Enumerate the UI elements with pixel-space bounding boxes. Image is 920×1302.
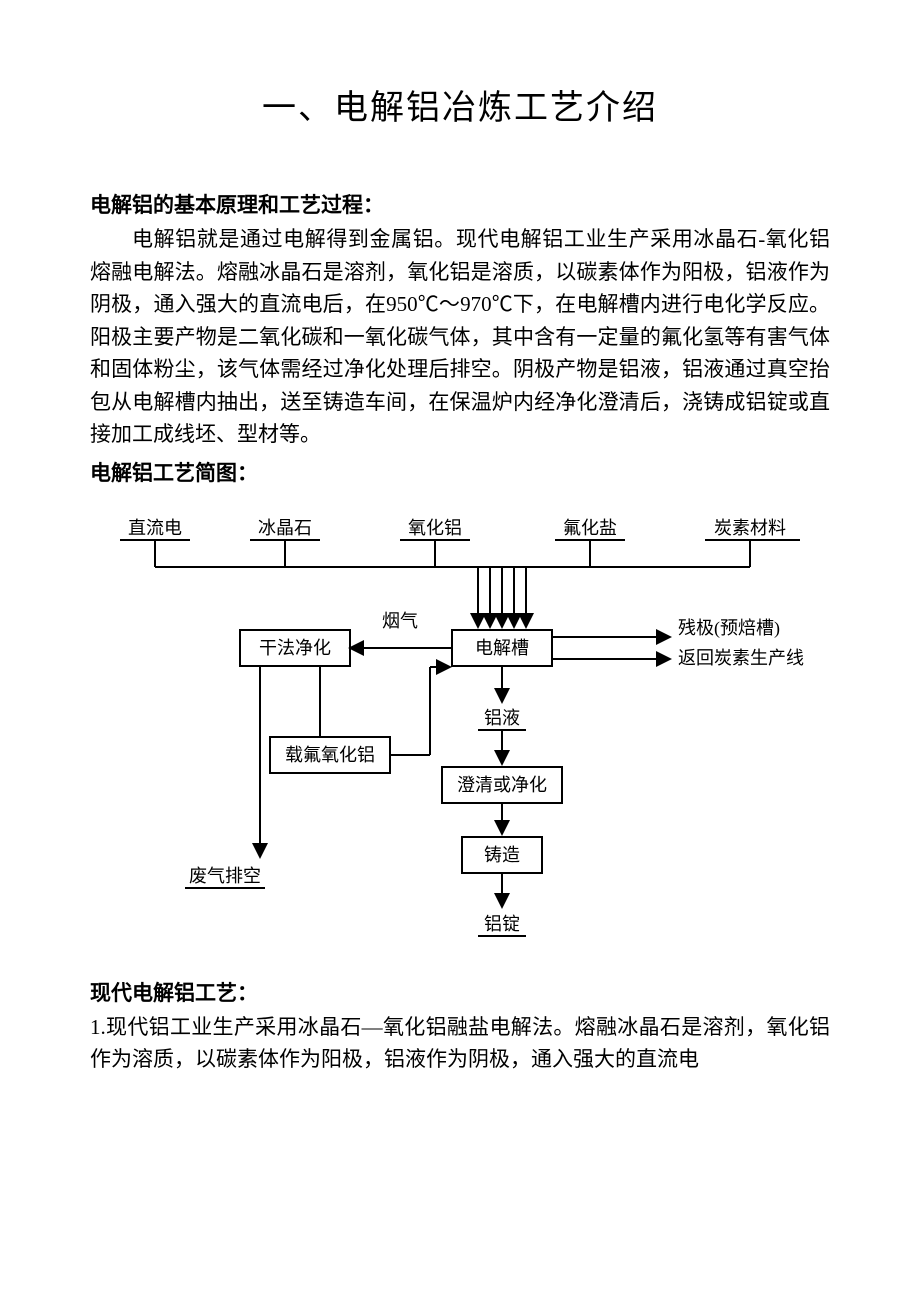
section1-body: 电解铝就是通过电解得到金属铝。现代电解铝工业生产采用冰晶石-氧化铝熔融电解法。熔…: [90, 223, 830, 451]
input-fluoride-label: 氟化盐: [563, 518, 617, 538]
process-diagram: 直流电 冰晶石 氧化铝 氟化盐 炭素材料 电解槽 干法净化 烟气 残极(预焙槽)…: [100, 512, 820, 957]
node-purify-label: 澄清或净化: [457, 775, 547, 795]
section3-item1: 1.现代铝工业生产采用冰晶石—氧化铝融盐电解法。熔融冰晶石是溶剂，氧化铝作为溶质…: [90, 1011, 830, 1076]
input-alumina-label: 氧化铝: [408, 518, 462, 538]
node-exhaust-label: 废气排空: [189, 866, 261, 886]
node-cell-label: 电解槽: [475, 638, 529, 658]
section2-heading: 电解铝工艺简图：: [90, 457, 830, 487]
input-dc-label: 直流电: [128, 518, 182, 538]
edge-residue2-label: 返回炭素生产线: [678, 648, 804, 668]
node-liquid-label: 铝液: [484, 708, 520, 728]
edge-fluegas-label: 烟气: [382, 611, 418, 631]
node-cast-label: 铸造: [484, 845, 520, 865]
edge-residue1-label: 残极(预焙槽): [678, 618, 780, 639]
input-carbon-label: 炭素材料: [714, 518, 786, 538]
node-dryclean-label: 干法净化: [259, 638, 331, 658]
section1-heading: 电解铝的基本原理和工艺过程：: [90, 189, 830, 219]
input-cryolite-label: 冰晶石: [258, 518, 312, 538]
node-fluorinated-label: 载氟氧化铝: [285, 745, 375, 765]
page-title: 一、电解铝冶炼工艺介绍: [90, 80, 830, 129]
node-ingot-label: 铝锭: [484, 914, 520, 934]
section3-heading: 现代电解铝工艺：: [90, 977, 830, 1007]
